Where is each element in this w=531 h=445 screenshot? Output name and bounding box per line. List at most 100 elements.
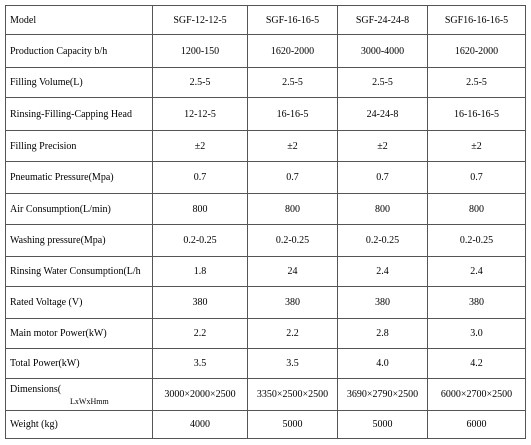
value-cell: 800 (247, 193, 338, 225)
label-text: Air Consumption(L/min) (10, 203, 111, 215)
value-cell: 0.2-0.25 (152, 224, 248, 257)
value-cell: ±2 (247, 130, 338, 162)
value-cell: 800 (152, 193, 248, 225)
spec-row: Dimensions( LxWxHmm 3000×2000×2500 3350×250… (5, 378, 526, 411)
spec-row: Rinsing Water Consumption(L/h 1.8 24 2.4 2.4 (5, 256, 526, 287)
value-cell: ±2 (337, 130, 428, 162)
row-label: Rated Voltage (V) (5, 286, 153, 319)
spec-row: Main motor Power(kW) 2.2 2.2 2.8 3.0 (5, 318, 526, 349)
spec-row: Production Capacity b/h 1200-150 1620-2000… (5, 34, 526, 68)
value-cell: 1620-2000 (427, 34, 526, 68)
value-cell: 0.7 (337, 161, 428, 194)
value-cell: 1.8 (152, 256, 248, 287)
header-cell: SGF16-16-16-5 (427, 5, 526, 35)
value-cell: 16-16-5 (247, 97, 338, 131)
label-text: Total Power(kW) (10, 358, 80, 369)
row-label: Production Capacity b/h (5, 34, 153, 68)
value-cell: 0.2-0.25 (427, 224, 526, 257)
value-cell: 3000-4000 (337, 34, 428, 68)
spec-table: Model SGF-12-12-5 SGF-16-16-5 SGF-24-24-8 SG… (5, 5, 526, 439)
row-label: Rinsing Water Consumption(L/h (5, 256, 153, 287)
value-cell: 380 (337, 286, 428, 319)
spec-row: Filling Volume(L) 2.5-5 2.5-5 2.5-5 2.5-5 (5, 67, 526, 98)
value-cell: 3350×2500×2500 (247, 378, 338, 411)
row-label: Washing pressure(Mpa) (5, 224, 153, 257)
value-cell: 2.2 (247, 318, 338, 349)
label-text: Dimensions( (10, 383, 62, 395)
spec-row: Weight (kg) 4000 5000 5000 6000 (5, 410, 526, 439)
value-cell: ±2 (427, 130, 526, 162)
value-cell: 16-16-16-5 (427, 97, 526, 131)
label-text: Rated Voltage (V) (10, 297, 83, 308)
value-cell: 6000 (427, 410, 526, 439)
value-cell: 4000 (152, 410, 248, 439)
value-cell: 0.7 (427, 161, 526, 194)
label-text: Filling Volume(L) (10, 77, 83, 88)
spec-row: Pneumatic Pressure(Mpa) 0.7 0.7 0.7 0.7 (5, 161, 526, 194)
value-cell: 4.0 (337, 348, 428, 379)
value-cell: 2.4 (427, 256, 526, 287)
row-label: Filling Volume(L) (5, 67, 153, 98)
value-cell: 2.5-5 (247, 67, 338, 98)
row-label: Dimensions( LxWxHmm (5, 378, 153, 411)
label-text: Pneumatic Pressure(Mpa) (10, 172, 114, 183)
value-cell: 380 (152, 286, 248, 319)
value-cell: 0.7 (152, 161, 248, 194)
spec-row: Air Consumption(L/min) 800 800 800 800 (5, 193, 526, 225)
value-cell: 380 (427, 286, 526, 319)
spec-row: Washing pressure(Mpa) 0.2-0.25 0.2-0.25 0.2… (5, 224, 526, 257)
label-text: Filling Precision (10, 140, 77, 152)
header-cell: SGF-24-24-8 (337, 5, 428, 35)
row-label: Main motor Power(kW) (5, 318, 153, 349)
value-cell: 3.5 (152, 348, 248, 379)
value-cell: 2.5-5 (337, 67, 428, 98)
row-label: Filling Precision (5, 130, 153, 162)
value-cell: 6000×2700×2500 (427, 378, 526, 411)
header-cell: SGF-16-16-5 (247, 5, 338, 35)
value-cell: 2.5-5 (427, 67, 526, 98)
header-cell: Model (5, 5, 153, 35)
value-cell: 2.2 (152, 318, 248, 349)
value-cell: 1620-2000 (247, 34, 338, 68)
spec-row: Total Power(kW) 3.5 3.5 4.0 4.2 (5, 348, 526, 379)
value-cell: 12-12-5 (152, 97, 248, 131)
value-cell: 3690×2790×2500 (337, 378, 428, 411)
value-cell: 800 (337, 193, 428, 225)
value-cell: 24-24-8 (337, 97, 428, 131)
label-text: Rinsing Water Consumption(L/h (10, 266, 141, 277)
value-cell: 0.7 (247, 161, 338, 194)
value-cell: 380 (247, 286, 338, 319)
value-cell: 1200-150 (152, 34, 248, 68)
value-cell: 3.0 (427, 318, 526, 349)
label-text: Washing pressure(Mpa) (10, 235, 106, 246)
row-label: Rinsing-Filling-Capping Head (5, 97, 153, 131)
value-cell: 24 (247, 256, 338, 287)
spec-row: Filling Precision ±2 ±2 ±2 ±2 (5, 130, 526, 162)
value-cell: 2.4 (337, 256, 428, 287)
value-cell: 0.2-0.25 (247, 224, 338, 257)
value-cell: 2.8 (337, 318, 428, 349)
value-cell: 4.2 (427, 348, 526, 379)
spec-row: Rinsing-Filling-Capping Head 12-12-5 16-16… (5, 97, 526, 131)
label-text: Production Capacity b/h (10, 45, 108, 57)
label-note: LxWxHmm (70, 396, 109, 406)
spec-row: Rated Voltage (V) 380 380 380 380 (5, 286, 526, 319)
value-cell: 5000 (337, 410, 428, 439)
value-cell: 0.2-0.25 (337, 224, 428, 257)
row-label: Air Consumption(L/min) (5, 193, 153, 225)
header-cell: SGF-12-12-5 (152, 5, 248, 35)
header-row: Model SGF-12-12-5 SGF-16-16-5 SGF-24-24-8 SG… (5, 5, 526, 35)
row-label: Weight (kg) (5, 410, 153, 439)
row-label: Pneumatic Pressure(Mpa) (5, 161, 153, 194)
value-cell: 800 (427, 193, 526, 225)
label-text: Main motor Power(kW) (10, 328, 107, 339)
label-text: Weight (kg) (10, 419, 58, 430)
value-cell: 3.5 (247, 348, 338, 379)
label-text: Rinsing-Filling-Capping Head (10, 108, 132, 120)
value-cell: ±2 (152, 130, 248, 162)
row-label: Total Power(kW) (5, 348, 153, 379)
value-cell: 2.5-5 (152, 67, 248, 98)
value-cell: 5000 (247, 410, 338, 439)
value-cell: 3000×2000×2500 (152, 378, 248, 411)
